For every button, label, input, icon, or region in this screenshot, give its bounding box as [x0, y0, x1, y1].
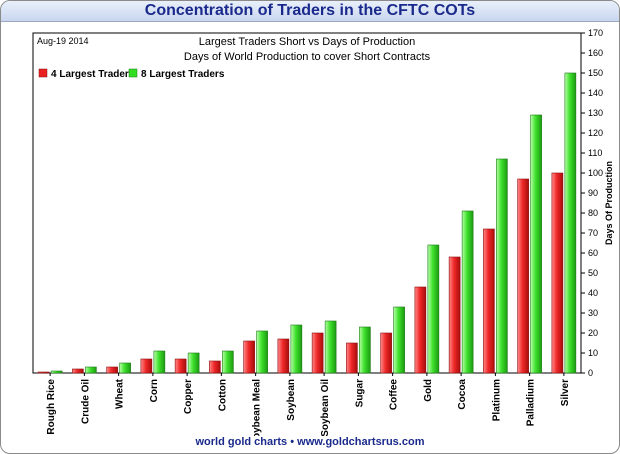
chart-subtitle: Largest Traders Short vs Days of Product… [199, 36, 415, 48]
chart-title: Concentration of Traders in the CFTC COT… [1, 1, 619, 22]
x-tick-label: Gold [423, 379, 434, 402]
y-tick-label: 100 [588, 168, 603, 178]
date-label: Aug-19 2014 [37, 36, 89, 46]
x-tick-label: Rough Rice [46, 379, 57, 435]
bar [448, 256, 461, 374]
bar [496, 158, 508, 374]
bar [119, 362, 131, 374]
y-tick-label: 0 [588, 368, 593, 378]
y-tick-label: 150 [588, 68, 603, 78]
bar [72, 368, 84, 374]
x-tick-label: Cotton [217, 379, 228, 411]
bar [414, 286, 427, 374]
bar [517, 178, 529, 374]
bar [37, 371, 50, 374]
y-tick-label: 140 [588, 88, 603, 98]
y-axis-label: Days Of Production [604, 161, 614, 245]
legend-swatch [128, 68, 138, 78]
y-tick-label: 50 [588, 268, 598, 278]
bar [256, 330, 268, 374]
y-tick-label: 70 [588, 228, 598, 238]
x-tick-label: Soybean Oil [320, 379, 331, 436]
bar [324, 320, 337, 374]
legend-entry: 4 Largest Traders [51, 69, 135, 80]
y-tick-label: 120 [588, 128, 603, 138]
bar [140, 358, 153, 374]
bar [483, 228, 495, 374]
y-tick-label: 80 [588, 208, 598, 218]
chart-subtitle-2: Days of World Production to cover Short … [184, 51, 431, 63]
y-tick-label: 60 [588, 248, 598, 258]
bar [346, 342, 358, 374]
x-tick-label: Sugar [354, 379, 365, 407]
bar [187, 352, 200, 374]
bar [551, 172, 564, 374]
x-tick-label: Corn [149, 379, 160, 402]
bar [209, 360, 221, 374]
y-tick-label: 40 [588, 288, 598, 298]
x-tick-label: Coffee [389, 379, 400, 411]
y-tick-label: 160 [588, 48, 603, 58]
y-tick-label: 20 [588, 328, 598, 338]
x-tick-label: Soybean [286, 379, 297, 421]
y-tick-label: 30 [588, 308, 598, 318]
x-tick-label: Platinum [491, 379, 502, 421]
bar-chart: Largest Traders Short vs Days of Product… [32, 28, 614, 436]
x-tick-label: Copper [183, 379, 194, 414]
bar [311, 332, 324, 374]
bar [277, 338, 290, 374]
bar [85, 366, 97, 374]
legend-entry: 8 Largest Traders [141, 69, 225, 80]
y-tick-label: 170 [588, 28, 603, 38]
bar [359, 326, 371, 374]
footer-credit: world gold charts • www.goldchartsrus.co… [195, 436, 425, 448]
bar [106, 366, 118, 374]
bar [380, 332, 392, 374]
x-tick-label: Wheat [115, 378, 126, 409]
bar [393, 306, 405, 374]
x-tick-label: Silver [560, 379, 571, 406]
bar [222, 350, 234, 374]
bar [153, 350, 166, 374]
x-tick-label: Crude Oil [80, 379, 91, 424]
x-tick-label: Soybean Meal [252, 379, 263, 436]
y-tick-label: 110 [588, 148, 602, 158]
x-tick-label: Cocoa [457, 379, 468, 410]
bar [427, 244, 440, 374]
bar [50, 370, 63, 374]
bar [564, 72, 577, 374]
legend-swatch [38, 68, 48, 78]
bar [461, 210, 474, 374]
bar [174, 358, 187, 374]
y-tick-label: 10 [588, 348, 598, 358]
bar [243, 340, 255, 374]
bar [530, 114, 542, 374]
x-tick-label: Palladium [526, 379, 537, 426]
y-tick-label: 130 [588, 108, 603, 118]
bar [290, 324, 303, 374]
y-tick-label: 90 [588, 188, 598, 198]
